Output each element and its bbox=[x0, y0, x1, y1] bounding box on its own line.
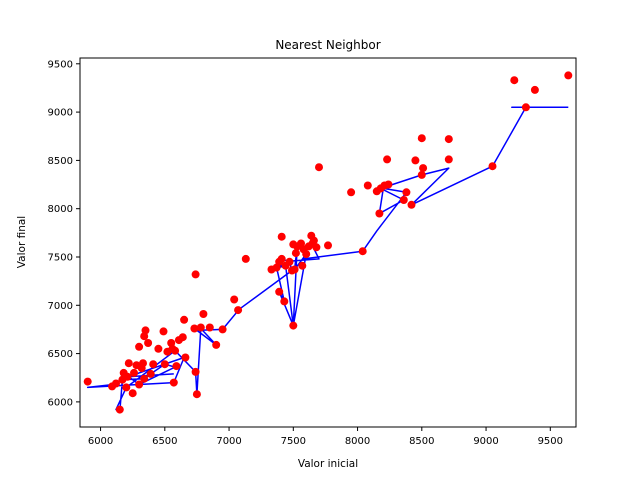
data-point bbox=[521, 103, 530, 112]
data-point bbox=[160, 360, 169, 369]
data-point bbox=[230, 295, 239, 304]
data-point bbox=[358, 247, 367, 256]
data-point bbox=[192, 390, 201, 399]
x-tick-label: 6000 bbox=[88, 436, 113, 447]
data-point bbox=[444, 135, 453, 144]
axis-ticks: 6000 6500 7000 7500 8000 8500 9000 9500 6000 6500… bbox=[48, 59, 563, 447]
y-tick-label: 8500 bbox=[48, 156, 73, 167]
y-tick-label: 7000 bbox=[48, 301, 73, 312]
y-tick-label: 9000 bbox=[48, 108, 73, 119]
data-point bbox=[411, 156, 420, 165]
data-point bbox=[530, 85, 539, 94]
data-point bbox=[277, 232, 286, 241]
data-point bbox=[407, 200, 416, 209]
data-point bbox=[312, 243, 321, 252]
data-point bbox=[212, 340, 221, 349]
data-point bbox=[178, 333, 187, 342]
data-point bbox=[144, 339, 153, 347]
y-tick-label: 7500 bbox=[48, 252, 73, 263]
data-point bbox=[444, 155, 453, 164]
data-point bbox=[199, 310, 208, 318]
axes-frame bbox=[79, 57, 577, 428]
data-point bbox=[510, 76, 519, 85]
path-line bbox=[86, 106, 569, 413]
chart-title: Nearest Neighbor bbox=[275, 38, 380, 52]
data-point bbox=[363, 181, 372, 190]
data-point bbox=[402, 188, 411, 197]
data-point bbox=[302, 250, 311, 259]
data-point bbox=[289, 321, 298, 330]
data-point bbox=[122, 383, 131, 392]
x-tick-label: 9000 bbox=[473, 436, 498, 447]
data-point bbox=[123, 372, 132, 381]
data-point bbox=[112, 379, 120, 388]
data-point bbox=[191, 367, 200, 376]
x-tick-label: 6500 bbox=[152, 436, 177, 447]
data-point bbox=[280, 297, 289, 306]
data-point bbox=[417, 134, 426, 143]
data-point bbox=[140, 374, 149, 383]
data-point bbox=[347, 188, 356, 197]
data-point bbox=[309, 236, 318, 245]
data-point bbox=[171, 346, 180, 355]
data-point bbox=[115, 405, 124, 414]
data-point bbox=[169, 378, 178, 387]
x-axis-label: Valor inicial bbox=[298, 458, 358, 470]
data-point bbox=[383, 155, 392, 164]
data-point bbox=[181, 353, 190, 362]
data-point bbox=[191, 270, 200, 279]
x-tick-label: 8000 bbox=[345, 436, 370, 447]
data-point bbox=[172, 362, 181, 371]
data-point bbox=[298, 261, 307, 270]
data-point bbox=[384, 180, 393, 189]
data-point bbox=[241, 254, 250, 263]
data-point bbox=[291, 249, 300, 258]
data-point bbox=[124, 359, 133, 368]
data-point bbox=[128, 389, 137, 398]
x-tick-label: 8500 bbox=[409, 436, 434, 447]
x-tick-label: 7000 bbox=[216, 436, 241, 447]
y-tick-label: 8000 bbox=[48, 204, 73, 215]
data-point bbox=[234, 306, 243, 315]
data-point bbox=[419, 164, 428, 173]
data-point bbox=[154, 344, 163, 353]
nearest-neighbor-path bbox=[86, 106, 569, 413]
data-point bbox=[180, 315, 189, 324]
data-point bbox=[146, 369, 155, 378]
y-tick-label: 6500 bbox=[48, 349, 73, 360]
data-point bbox=[135, 342, 144, 351]
y-tick-label: 9500 bbox=[48, 59, 73, 70]
y-tick-label: 6000 bbox=[48, 397, 73, 408]
data-point bbox=[564, 71, 573, 80]
data-point bbox=[290, 265, 299, 274]
data-point bbox=[205, 323, 214, 332]
data-point bbox=[399, 196, 408, 204]
y-axis-label: Valor final bbox=[16, 216, 28, 268]
data-point bbox=[488, 162, 497, 171]
data-point bbox=[141, 326, 150, 335]
data-point bbox=[417, 170, 426, 179]
data-point bbox=[190, 324, 199, 333]
data-point bbox=[375, 209, 384, 218]
data-point bbox=[218, 325, 227, 334]
x-tick-label: 7500 bbox=[281, 436, 306, 447]
data-point bbox=[139, 359, 147, 368]
data-point bbox=[315, 163, 323, 172]
x-tick-label: 9500 bbox=[538, 436, 563, 447]
data-point bbox=[275, 287, 284, 296]
data-point bbox=[130, 368, 138, 377]
scatter-points bbox=[83, 71, 573, 414]
data-point bbox=[149, 360, 158, 369]
data-point bbox=[285, 257, 294, 266]
data-point bbox=[196, 323, 205, 332]
data-point bbox=[83, 377, 92, 386]
data-point bbox=[324, 241, 332, 250]
data-point bbox=[277, 254, 286, 263]
data-point bbox=[135, 380, 144, 389]
data-point bbox=[159, 327, 168, 336]
